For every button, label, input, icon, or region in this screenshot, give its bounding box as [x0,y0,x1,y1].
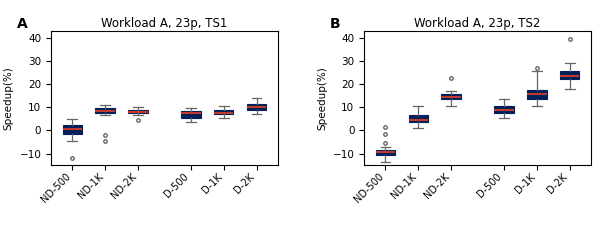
Text: A: A [17,17,28,31]
PathPatch shape [62,125,82,134]
PathPatch shape [247,104,266,110]
PathPatch shape [95,108,115,113]
PathPatch shape [527,90,547,99]
PathPatch shape [181,111,200,118]
PathPatch shape [442,94,461,99]
PathPatch shape [376,150,395,155]
PathPatch shape [494,106,514,113]
PathPatch shape [560,71,580,79]
PathPatch shape [214,110,233,114]
PathPatch shape [128,110,148,113]
Title: Workload A, 23p, TS2: Workload A, 23p, TS2 [415,17,541,30]
PathPatch shape [409,115,428,122]
Title: Workload A, 23p, TS1: Workload A, 23p, TS1 [101,17,227,30]
Y-axis label: Speedup(%): Speedup(%) [317,66,327,130]
Text: B: B [330,17,341,31]
Y-axis label: Speedup(%): Speedup(%) [4,66,14,130]
